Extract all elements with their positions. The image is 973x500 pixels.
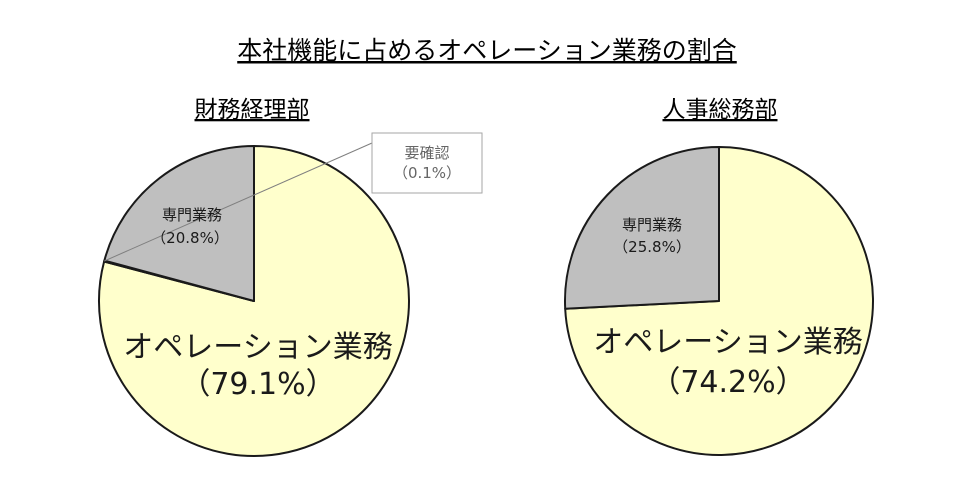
chart-finance: 財務経理部 要確認 （0.1%） 専門業務 （20.8%） オペレーション業務 …: [97, 97, 483, 457]
slice-percent-operation: （74.2%）: [650, 365, 805, 400]
pie-slice-specialist: [103, 145, 255, 302]
chart-hr: 人事総務部 専門業務 （25.8%） オペレーション業務 （74.2%）: [564, 97, 874, 456]
chart-title-hr: 人事総務部: [663, 97, 778, 123]
slice-percent-specialist: （25.8%）: [613, 238, 691, 256]
slice-label-operation: オペレーション業務: [593, 325, 862, 360]
callout-box: [371, 132, 483, 194]
pie-slice-specialist: [564, 146, 720, 310]
slice-label-specialist: 専門業務: [622, 216, 682, 234]
pie-hr-slices: [564, 146, 874, 456]
slice-label-specialist: 専門業務: [162, 206, 222, 224]
slice-label-confirm: 要確認: [404, 144, 449, 162]
slice-percent-specialist: （20.8%）: [151, 229, 229, 247]
pie-finance-slices: [97, 145, 410, 457]
slice-label-operation: オペレーション業務: [123, 330, 392, 365]
slice-percent-confirm: （0.1%）: [393, 164, 461, 182]
chart-title-finance: 財務経理部: [195, 97, 310, 123]
pie-slice-operation: [97, 145, 410, 457]
callout-leader-line: [104, 142, 373, 262]
main-title: 本社機能に占めるオペレーション業務の割合: [237, 36, 737, 65]
slice-percent-operation: （79.1%）: [180, 367, 335, 402]
